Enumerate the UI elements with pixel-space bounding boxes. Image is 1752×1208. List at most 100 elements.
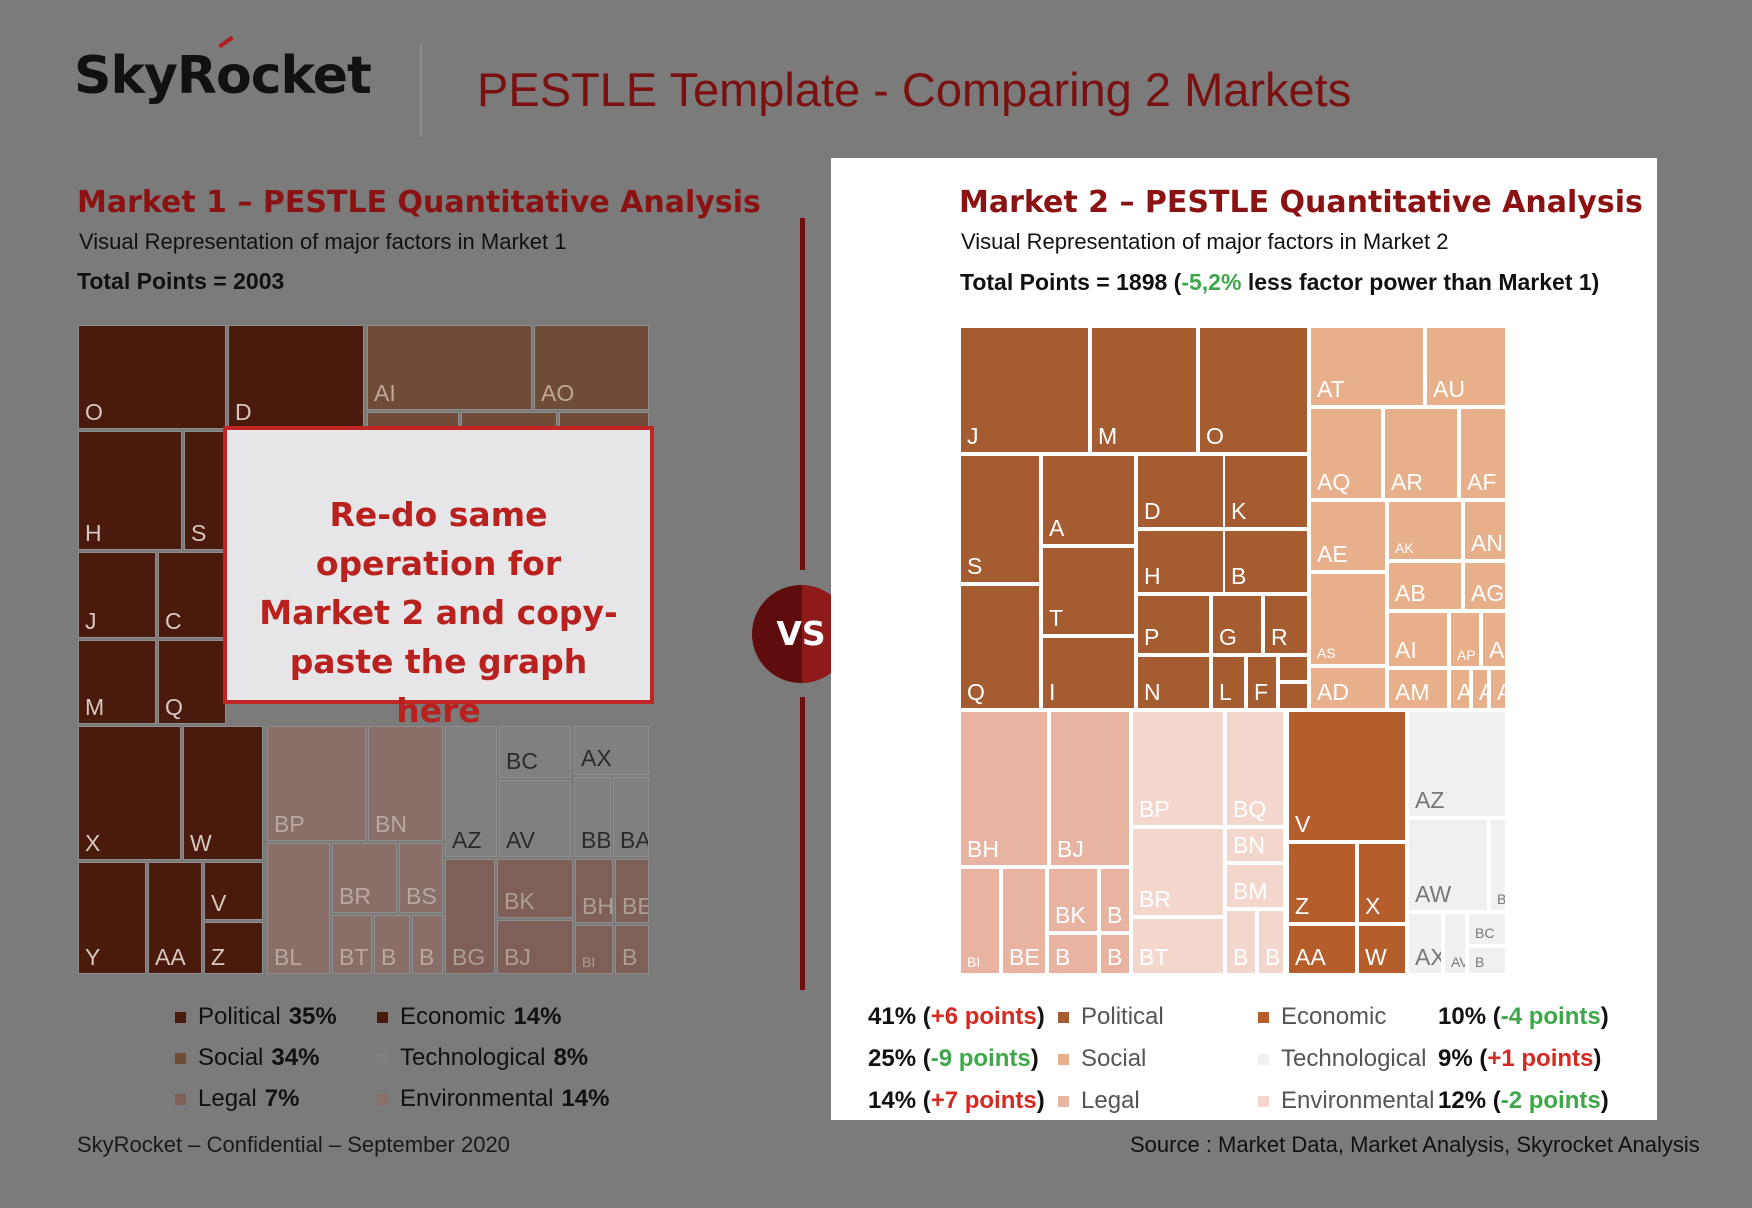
- market2-tile-label: W: [1365, 944, 1387, 970]
- market1-tile-label: BH: [582, 893, 613, 919]
- market1-tile: V: [204, 862, 263, 920]
- market2-tile: [1279, 656, 1308, 681]
- market2-total-suffix: less factor power than Market 1): [1241, 269, 1600, 295]
- market2-tile-label: AA: [1295, 944, 1326, 970]
- market2-tile: BK: [1048, 868, 1098, 932]
- legend-percent: 12% (-2 points): [1438, 1087, 1609, 1114]
- market2-tile: P: [1137, 595, 1210, 654]
- legend-swatch: [377, 1053, 388, 1065]
- market1-tile-label: BC: [506, 748, 538, 774]
- market2-tile: T: [1042, 547, 1135, 635]
- market1-tile-label: Y: [85, 944, 101, 970]
- market2-tile: A: [1490, 669, 1506, 709]
- market1-tile-label: BA: [620, 827, 649, 853]
- callout-text: Re-do same operation for Market 2 and co…: [259, 495, 618, 730]
- legend-swatch: [1258, 1054, 1269, 1066]
- market1-tile-label: O: [85, 399, 103, 425]
- market2-tile-label: K: [1231, 498, 1247, 524]
- legend-delta: +7 points: [930, 1087, 1037, 1114]
- market1-tile: BJ: [497, 920, 573, 974]
- market2-legend-item: Technological 9% (+1 points): [1258, 1045, 1601, 1073]
- market2-tile: BT: [1132, 918, 1224, 974]
- legend-swatch: [175, 1094, 186, 1106]
- market2-tile-label: B: [1233, 944, 1249, 970]
- market1-tile: BR: [332, 843, 397, 913]
- market2-tile-label: AQ: [1317, 469, 1351, 495]
- market1-tile: BT: [332, 915, 372, 974]
- market2-tile: AP: [1450, 612, 1480, 667]
- market1-legend-item: Political 35%: [175, 1003, 337, 1031]
- market1-tile: AX: [574, 726, 649, 775]
- divider-top: [800, 218, 805, 570]
- market2-tile: AA: [1288, 925, 1356, 974]
- market1-tile: BG: [445, 859, 495, 974]
- market2-tile-label: N: [1144, 679, 1161, 705]
- market2-tile: AR: [1384, 408, 1458, 499]
- market1-tile: AZ: [445, 726, 497, 857]
- market2-tile: J: [960, 327, 1089, 453]
- market1-legend-item: Environmental 14%: [377, 1085, 609, 1113]
- market1-tile-label: AZ: [452, 827, 482, 853]
- market1-tile-label: BP: [274, 811, 305, 837]
- market1-tile-label: BG: [452, 944, 486, 970]
- market1-legend-item: Legal 7%: [175, 1085, 299, 1113]
- market1-tile: AV: [499, 780, 571, 857]
- legend-swatch: [1058, 1054, 1069, 1066]
- legend-percent: 34%: [271, 1044, 320, 1071]
- market2-tile-label: Z: [1295, 893, 1310, 919]
- market2-tile: AN: [1464, 501, 1506, 560]
- market1-tile: J: [78, 552, 156, 638]
- market1-tile-label: BT: [339, 944, 369, 970]
- market1-tile: BA: [613, 777, 649, 857]
- market2-tile: BJ: [1050, 711, 1130, 866]
- market1-legend-item: Economic 14%: [377, 1003, 561, 1031]
- vs-label: VS: [776, 614, 826, 653]
- market1-tile-label: BS: [406, 883, 437, 909]
- market2-tile: L: [1212, 656, 1245, 709]
- market1-tile-label: BR: [339, 883, 371, 909]
- market2-tile: BE: [1002, 868, 1046, 974]
- legend-name: Technological: [1281, 1045, 1427, 1072]
- market2-tile: AU: [1426, 327, 1506, 406]
- market2-tile: BI: [960, 868, 1000, 974]
- market2-tile: B: [1258, 910, 1284, 974]
- market2-tile-label: D: [1144, 498, 1161, 524]
- market2-tile-label: BK: [1055, 902, 1086, 928]
- legend-name: Environmental: [400, 1085, 554, 1112]
- market2-tile-label: BR: [1139, 886, 1171, 912]
- legend-swatch: [175, 1012, 186, 1024]
- market2-tile-label: P: [1144, 624, 1160, 650]
- market1-tile: Q: [158, 640, 226, 724]
- market1-tile-label: B: [419, 944, 435, 970]
- market2-tile: AK: [1388, 501, 1462, 560]
- market2-tile-label: A: [1049, 515, 1065, 541]
- market1-tile: M: [78, 640, 156, 724]
- legend-percent: 35%: [288, 1003, 337, 1030]
- market2-tile-label: A: [1497, 681, 1505, 704]
- legend-name: Social: [198, 1044, 264, 1071]
- market2-tile-label: BI: [967, 954, 981, 970]
- market1-tile: B: [412, 915, 443, 974]
- market2-tile: BR: [1132, 828, 1224, 916]
- market1-tile: BE: [615, 859, 649, 923]
- market2-tile-label: AZ: [1415, 787, 1445, 813]
- market2-tile: A: [1472, 669, 1488, 709]
- market2-tile-label: BC: [1475, 925, 1495, 941]
- market2-tile-label: V: [1295, 811, 1311, 837]
- market1-tile-label: BE: [622, 893, 648, 919]
- legend-name: Political: [1081, 1003, 1164, 1030]
- legend-name: Economic: [400, 1003, 506, 1030]
- market2-tile-label: T: [1049, 605, 1064, 631]
- market2-tile: BC: [1468, 913, 1506, 945]
- market2-tile: AM: [1388, 669, 1448, 709]
- legend-delta: -2 points: [1500, 1087, 1601, 1114]
- legend-percent: 7%: [264, 1085, 300, 1112]
- market1-tile-label: V: [211, 890, 227, 916]
- market2-tile: A: [1482, 612, 1506, 667]
- market2-tile-label: AU: [1433, 376, 1465, 402]
- market2-tile: AF: [1460, 408, 1506, 499]
- legend-percent: 41% (+6 points): [868, 1003, 1045, 1030]
- market1-total: Total Points = 2003: [77, 268, 285, 294]
- legend-delta: +1 points: [1487, 1045, 1594, 1072]
- market1-tile: W: [183, 726, 263, 860]
